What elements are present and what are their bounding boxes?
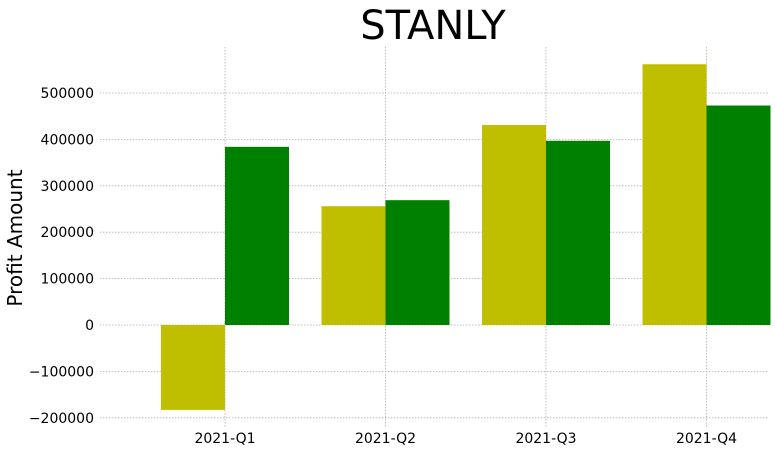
bar-series-2 [706,105,771,325]
bar-series-1 [642,64,707,326]
chart-title: STANLY [360,3,506,49]
bar-series-1 [321,206,386,325]
x-tick-label: 2021-Q1 [194,431,255,447]
y-tick-label: 0 [85,318,94,334]
y-tick-labels: −200000 −100000 0 100000 200000 300000 400000 5… [29,86,94,427]
y-axis-label: Profit Amount [3,169,27,306]
x-tick-label: 2021-Q3 [515,431,576,447]
x-tick-label: 2021-Q2 [355,431,416,447]
y-tick-label: −200000 [29,411,94,427]
y-tick-label: −100000 [29,364,94,380]
bar-series-1 [161,325,225,410]
y-tick-label: 500000 [41,86,94,102]
bars-group [161,64,771,410]
bar-series-2 [385,200,450,325]
x-tick-labels: 2021-Q1 2021-Q2 2021-Q3 2021-Q4 [194,431,737,447]
y-tick-label: 300000 [41,179,94,195]
bar-series-1 [482,125,546,326]
y-tick-label: 400000 [41,132,94,148]
y-tick-label: 100000 [41,272,94,288]
bar-series-2 [225,146,289,325]
y-tick-label: 200000 [41,225,94,241]
x-tick-label: 2021-Q4 [676,431,737,447]
bar-series-2 [546,140,610,325]
